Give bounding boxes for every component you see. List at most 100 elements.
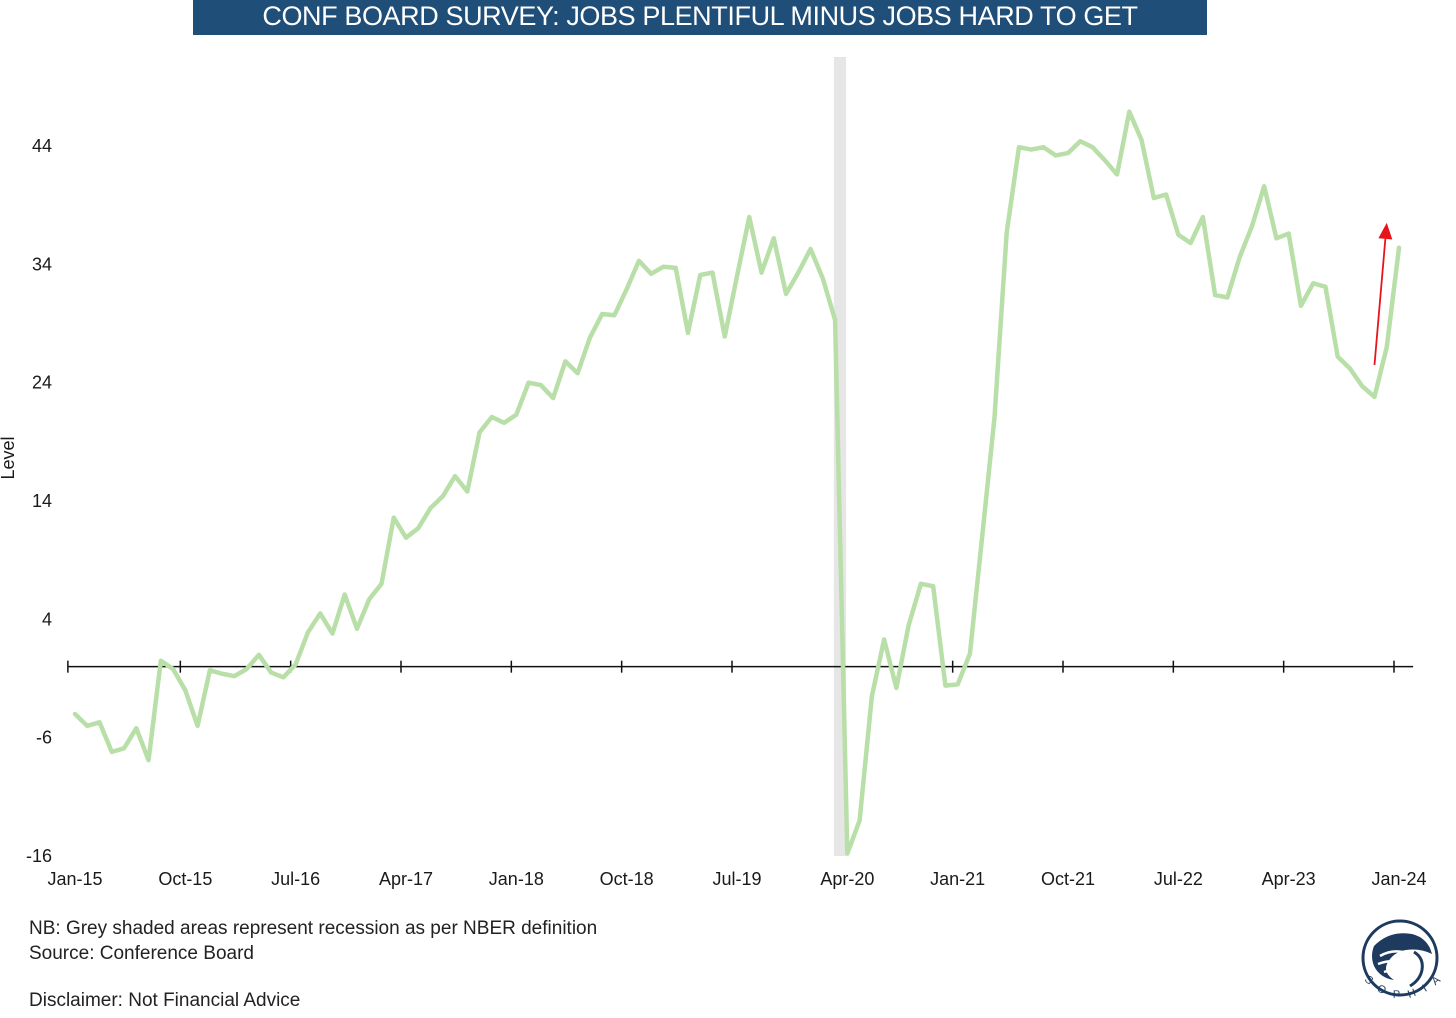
data-point <box>146 758 151 762</box>
data-point <box>1103 158 1107 162</box>
x-tick-label: Jan-21 <box>930 869 985 889</box>
data-point <box>1360 384 1364 388</box>
y-tick-label: -6 <box>36 728 52 748</box>
data-point <box>747 215 751 219</box>
y-tick-label: 14 <box>32 491 52 511</box>
data-point <box>759 271 764 275</box>
data-point <box>931 584 935 588</box>
series-layer <box>72 109 1402 856</box>
data-point <box>992 416 997 420</box>
data-point <box>612 313 617 317</box>
x-tick-label: Apr-23 <box>1262 869 1316 889</box>
annotation-arrow-shaft <box>1373 238 1387 365</box>
data-point <box>857 818 862 823</box>
data-point <box>894 686 898 690</box>
data-point <box>907 623 911 627</box>
data-point <box>600 312 604 316</box>
data-point <box>1274 236 1279 240</box>
data-point <box>453 474 457 478</box>
data-point <box>1372 395 1377 399</box>
data-point <box>870 694 874 698</box>
data-point <box>1139 138 1144 142</box>
data-point <box>159 659 163 663</box>
data-point <box>404 536 408 540</box>
data-point <box>1176 233 1180 237</box>
data-point <box>1005 230 1009 234</box>
y-tick-label: 24 <box>32 373 52 393</box>
x-tick-label: Oct-21 <box>1041 869 1095 889</box>
data-point <box>698 273 702 277</box>
recession-note: NB: Grey shaded areas represent recessio… <box>29 918 598 939</box>
data-point <box>551 396 555 400</box>
data-point <box>980 534 984 539</box>
data-point <box>477 430 482 434</box>
data-point <box>649 272 653 276</box>
data-point <box>502 421 506 425</box>
data-point <box>968 652 972 656</box>
data-point <box>625 287 629 291</box>
data-point <box>796 271 800 275</box>
data-point <box>281 675 286 679</box>
data-point <box>1066 151 1070 155</box>
data-point <box>1213 293 1217 297</box>
data-point <box>919 582 923 586</box>
data-point <box>85 724 89 728</box>
data-point <box>195 724 200 728</box>
annotation-arrow-head <box>1378 222 1393 240</box>
data-point <box>808 247 813 251</box>
data-point <box>514 413 518 417</box>
data-point <box>122 746 126 750</box>
data-point <box>1323 285 1328 289</box>
data-point <box>1090 145 1095 149</box>
data-point <box>183 688 187 692</box>
y-axis-tick-labels: -16 -6 4 14 24 34 44 <box>26 136 52 866</box>
data-point <box>1299 304 1303 308</box>
data-point <box>1029 147 1033 152</box>
data-point <box>1164 192 1168 197</box>
data-point <box>73 712 77 716</box>
data-point <box>710 271 715 275</box>
data-point <box>1238 255 1242 259</box>
data-point <box>1250 224 1254 229</box>
series-line <box>72 109 1402 856</box>
x-axis-tick-labels: Jan-15 Oct-15 Jul-16 Apr-17 Jan-18 Oct-18 Jul-… <box>47 869 1426 889</box>
data-point <box>674 266 678 270</box>
data-point <box>735 274 739 278</box>
data-point <box>294 662 298 666</box>
data-point <box>1385 345 1389 349</box>
data-point <box>845 852 849 856</box>
data-point <box>232 674 236 678</box>
data-point <box>1041 145 1046 149</box>
x-tick-label: Jan-15 <box>47 869 102 889</box>
y-axis-title: Level <box>0 436 18 479</box>
sophia-logo: SOPHIA <box>1350 908 1456 1013</box>
data-point <box>343 592 347 597</box>
data-point <box>1078 139 1082 143</box>
svg-text:SOPHIA: SOPHIA <box>1362 968 1450 1001</box>
data-point <box>465 489 469 494</box>
data-point <box>1225 295 1229 300</box>
data-point <box>245 667 249 671</box>
data-point <box>1348 366 1352 371</box>
data-point <box>1262 184 1266 188</box>
data-point <box>306 630 310 634</box>
data-point <box>1201 215 1205 219</box>
y-tick-label: -16 <box>26 846 52 866</box>
y-tick-label: 44 <box>32 136 52 156</box>
data-point <box>379 582 384 586</box>
annotation-layer <box>1373 222 1393 365</box>
data-point <box>686 331 690 335</box>
data-point <box>392 515 396 520</box>
x-tick-label: Apr-17 <box>379 869 433 889</box>
data-point <box>208 668 212 672</box>
data-point <box>1115 172 1119 176</box>
chart-title: CONF BOARD SURVEY: JOBS PLENTIFUL MINUS … <box>193 0 1207 35</box>
data-point <box>637 259 641 263</box>
x-tick-label: Jan-24 <box>1371 869 1426 889</box>
data-point <box>1152 196 1156 200</box>
data-point <box>882 637 886 642</box>
data-point <box>441 494 445 498</box>
data-point <box>1336 355 1340 359</box>
data-point <box>1054 153 1058 158</box>
data-point <box>269 670 273 675</box>
